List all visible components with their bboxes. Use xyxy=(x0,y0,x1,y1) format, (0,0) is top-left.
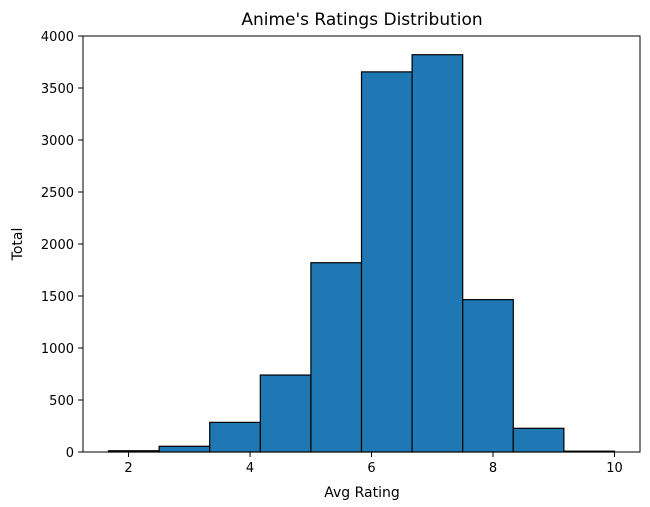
histogram-bar xyxy=(158,445,211,453)
y-tick-label: 1000 xyxy=(41,342,74,357)
x-tick-label: 6 xyxy=(367,461,375,476)
y-tick-label: 4000 xyxy=(41,30,74,45)
y-tick-label: 3000 xyxy=(41,134,74,149)
histogram-bar xyxy=(512,427,565,453)
y-tick-label: 2500 xyxy=(41,186,74,201)
y-axis-ticks: 0 500 1000 1500 2000 2500 3000 3500 4000 xyxy=(41,30,83,461)
histogram-bar xyxy=(209,421,261,453)
y-tick-label: 500 xyxy=(49,394,74,409)
chart-title: Anime's Ratings Distribution xyxy=(241,10,482,30)
histogram-bar xyxy=(360,71,413,453)
y-tick-label: 2000 xyxy=(41,238,74,253)
x-axis-ticks: 2 4 6 8 10 xyxy=(124,452,623,476)
y-tick-label: 0 xyxy=(66,446,74,461)
histogram-bar xyxy=(310,262,363,453)
x-tick-label: 2 xyxy=(124,461,132,476)
x-tick-label: 8 xyxy=(489,461,497,476)
bars-group xyxy=(107,54,616,453)
x-tick-label: 10 xyxy=(606,461,623,476)
y-tick-label: 1500 xyxy=(41,290,74,305)
y-axis-label: Total xyxy=(10,228,26,262)
x-axis-label: Avg Rating xyxy=(324,485,400,501)
histogram-bar xyxy=(462,299,514,453)
x-tick-label: 4 xyxy=(246,461,254,476)
y-tick-label: 3500 xyxy=(41,82,74,97)
histogram-bar xyxy=(259,374,312,453)
histogram-bar xyxy=(411,54,464,453)
